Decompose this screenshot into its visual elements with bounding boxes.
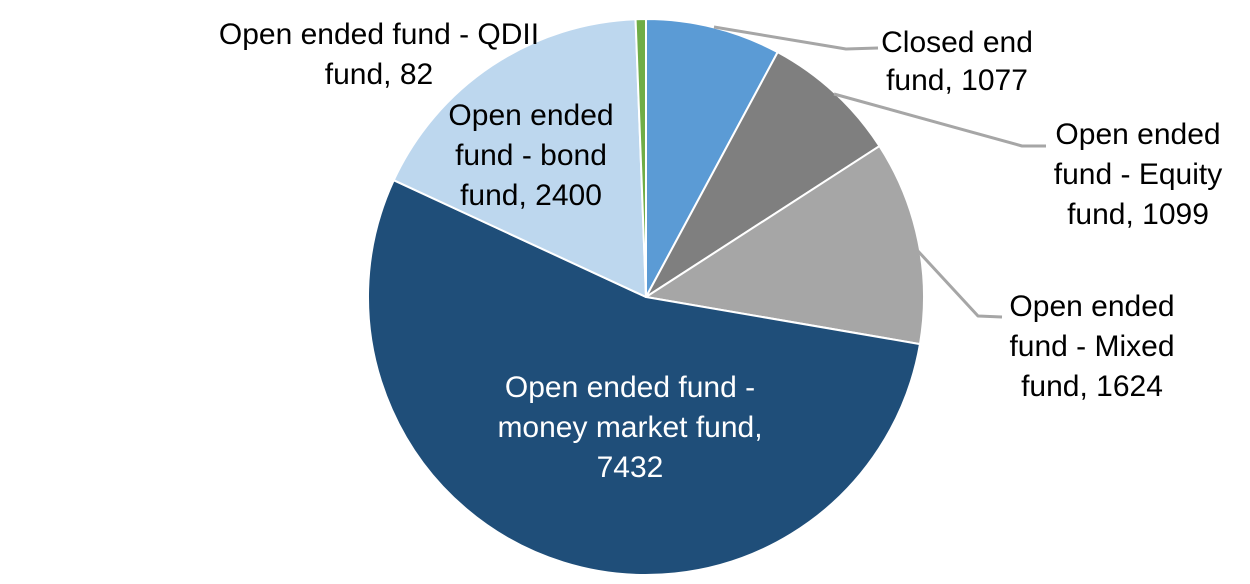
data-label-open-ended-fund-qdii-fund: Open ended fund - QDII fund, 82 [219,18,539,91]
pie-slice-open-ended-fund-mixed-fund [645,145,925,346]
data-label-open-ended-fund-equity-fund: Open ended fund - Equity fund, 1099 [1054,118,1222,231]
data-label-open-ended-fund-bond-fund: Open ended fund - bond fund, 2400 [448,99,613,212]
pie-slice-closed-end-fund [645,18,779,298]
data-label-closed-end-fund: Closed end fund, 1077 [881,26,1033,97]
pie-slice-open-ended-fund-money-market-fund [367,179,921,576]
data-label-open-ended-fund-money-market-fund: Open ended fund -money market fund, 7432 [497,371,762,484]
data-label-open-ended-fund-mixed-fund: Open ended fund - Mixed fund, 1624 [1009,290,1174,403]
pie-slice-open-ended-fund-qdii-fund [634,18,647,298]
leader-line-open-ended-fund-mixed-fund [915,248,1003,319]
leader-line-open-ended-fund-equity-fund [833,92,1046,148]
leader-line-closed-end-fund [713,25,879,51]
pie-slice-open-ended-fund-bond-fund [392,18,647,298]
